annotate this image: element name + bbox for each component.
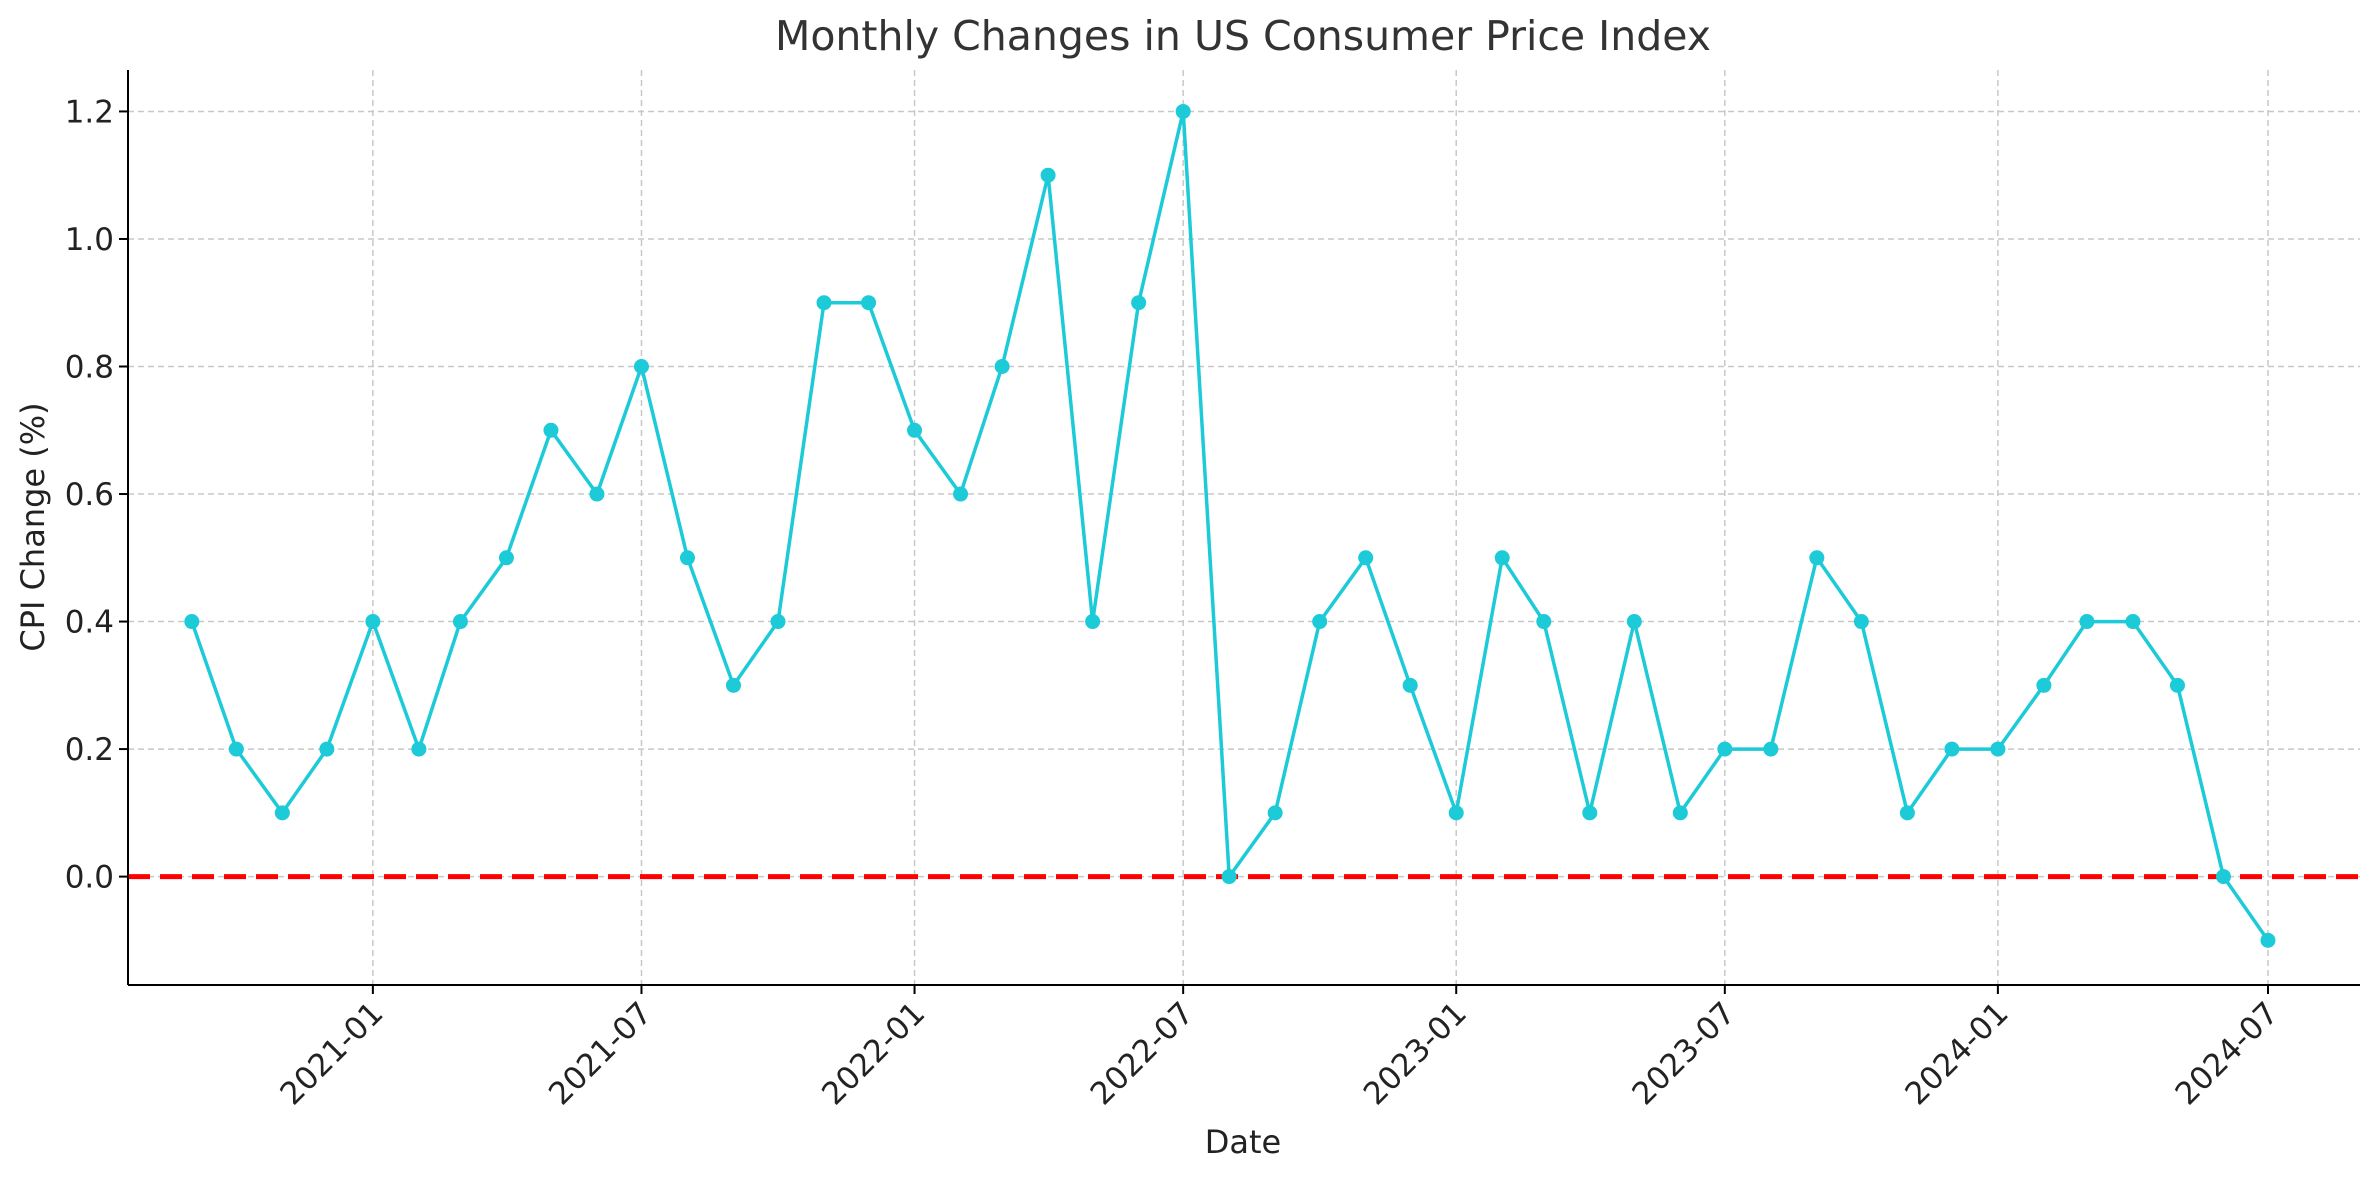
- y-tick-label: 1.2: [65, 94, 114, 130]
- data-point: [1672, 805, 1688, 821]
- ticks: 0.0 0.2 0.4 0.6 0.8 1.0 1.2 2021-01 2021-07 2022-…: [65, 94, 2286, 1112]
- data-point: [2169, 677, 2185, 693]
- data-point: [1267, 805, 1283, 821]
- data-point: [2260, 932, 2276, 948]
- data-point: [184, 614, 200, 630]
- x-tick-label: 2021-01: [273, 995, 390, 1112]
- data-point: [411, 741, 427, 757]
- data-point: [319, 741, 335, 757]
- data-point: [953, 486, 969, 502]
- x-tick-label: 2022-01: [815, 995, 932, 1112]
- data-point: [228, 741, 244, 757]
- data-point: [1040, 167, 1056, 183]
- data-point: [679, 550, 695, 566]
- data-point: [1175, 103, 1191, 119]
- data-point: [1358, 550, 1374, 566]
- data-point: [498, 550, 514, 566]
- data-point: [816, 295, 832, 311]
- data-point: [1131, 295, 1147, 311]
- data-point: [1221, 869, 1237, 885]
- chart-title: Monthly Changes in US Consumer Price Ind…: [775, 12, 1711, 60]
- data-point: [725, 677, 741, 693]
- data-point: [907, 422, 923, 438]
- data-point: [274, 805, 290, 821]
- data-point: [1944, 741, 1960, 757]
- x-tick-label: 2023-07: [1625, 995, 1742, 1112]
- x-tick-label: 2021-07: [542, 995, 659, 1112]
- data-point: [452, 614, 468, 630]
- data-point: [1809, 550, 1825, 566]
- data-point: [1717, 741, 1733, 757]
- series-line: [190, 109, 2270, 942]
- data-point: [589, 486, 605, 502]
- data-point: [1448, 805, 1464, 821]
- data-point: [1853, 614, 1869, 630]
- x-tick-label: 2024-07: [2169, 995, 2286, 1112]
- data-point: [1899, 805, 1915, 821]
- data-point: [1582, 805, 1598, 821]
- y-tick-label: 0.2: [65, 732, 114, 768]
- y-tick-label: 0.4: [65, 605, 114, 641]
- data-point: [770, 614, 786, 630]
- axes: [127, 70, 2360, 986]
- data-point: [2125, 614, 2141, 630]
- data-point: [1536, 614, 1552, 630]
- data-point: [2036, 677, 2052, 693]
- data-point: [994, 358, 1010, 374]
- data-point: [365, 614, 381, 630]
- data-point: [1763, 741, 1779, 757]
- y-tick-label: 0.0: [65, 860, 114, 896]
- series-group: [184, 103, 2276, 948]
- data-point: [543, 422, 559, 438]
- x-tick-label: 2023-01: [1357, 995, 1474, 1112]
- data-point: [1402, 677, 1418, 693]
- data-point: [2215, 869, 2231, 885]
- y-tick-label: 0.6: [65, 477, 114, 513]
- data-point: [861, 295, 877, 311]
- data-point: [633, 358, 649, 374]
- data-point: [1085, 614, 1101, 630]
- x-axis-label: Date: [1205, 1123, 1281, 1161]
- x-tick-label: 2024-01: [1899, 995, 2016, 1112]
- data-point: [2079, 614, 2095, 630]
- y-tick-label: 1.0: [65, 222, 114, 258]
- grid: [128, 70, 2360, 985]
- data-point: [1312, 614, 1328, 630]
- y-tick-label: 0.8: [65, 349, 114, 385]
- y-axis-label: CPI Change (%): [14, 402, 52, 651]
- data-point: [1626, 614, 1642, 630]
- data-point: [1494, 550, 1510, 566]
- x-tick-label: 2022-07: [1084, 995, 1201, 1112]
- data-point: [1990, 741, 2006, 757]
